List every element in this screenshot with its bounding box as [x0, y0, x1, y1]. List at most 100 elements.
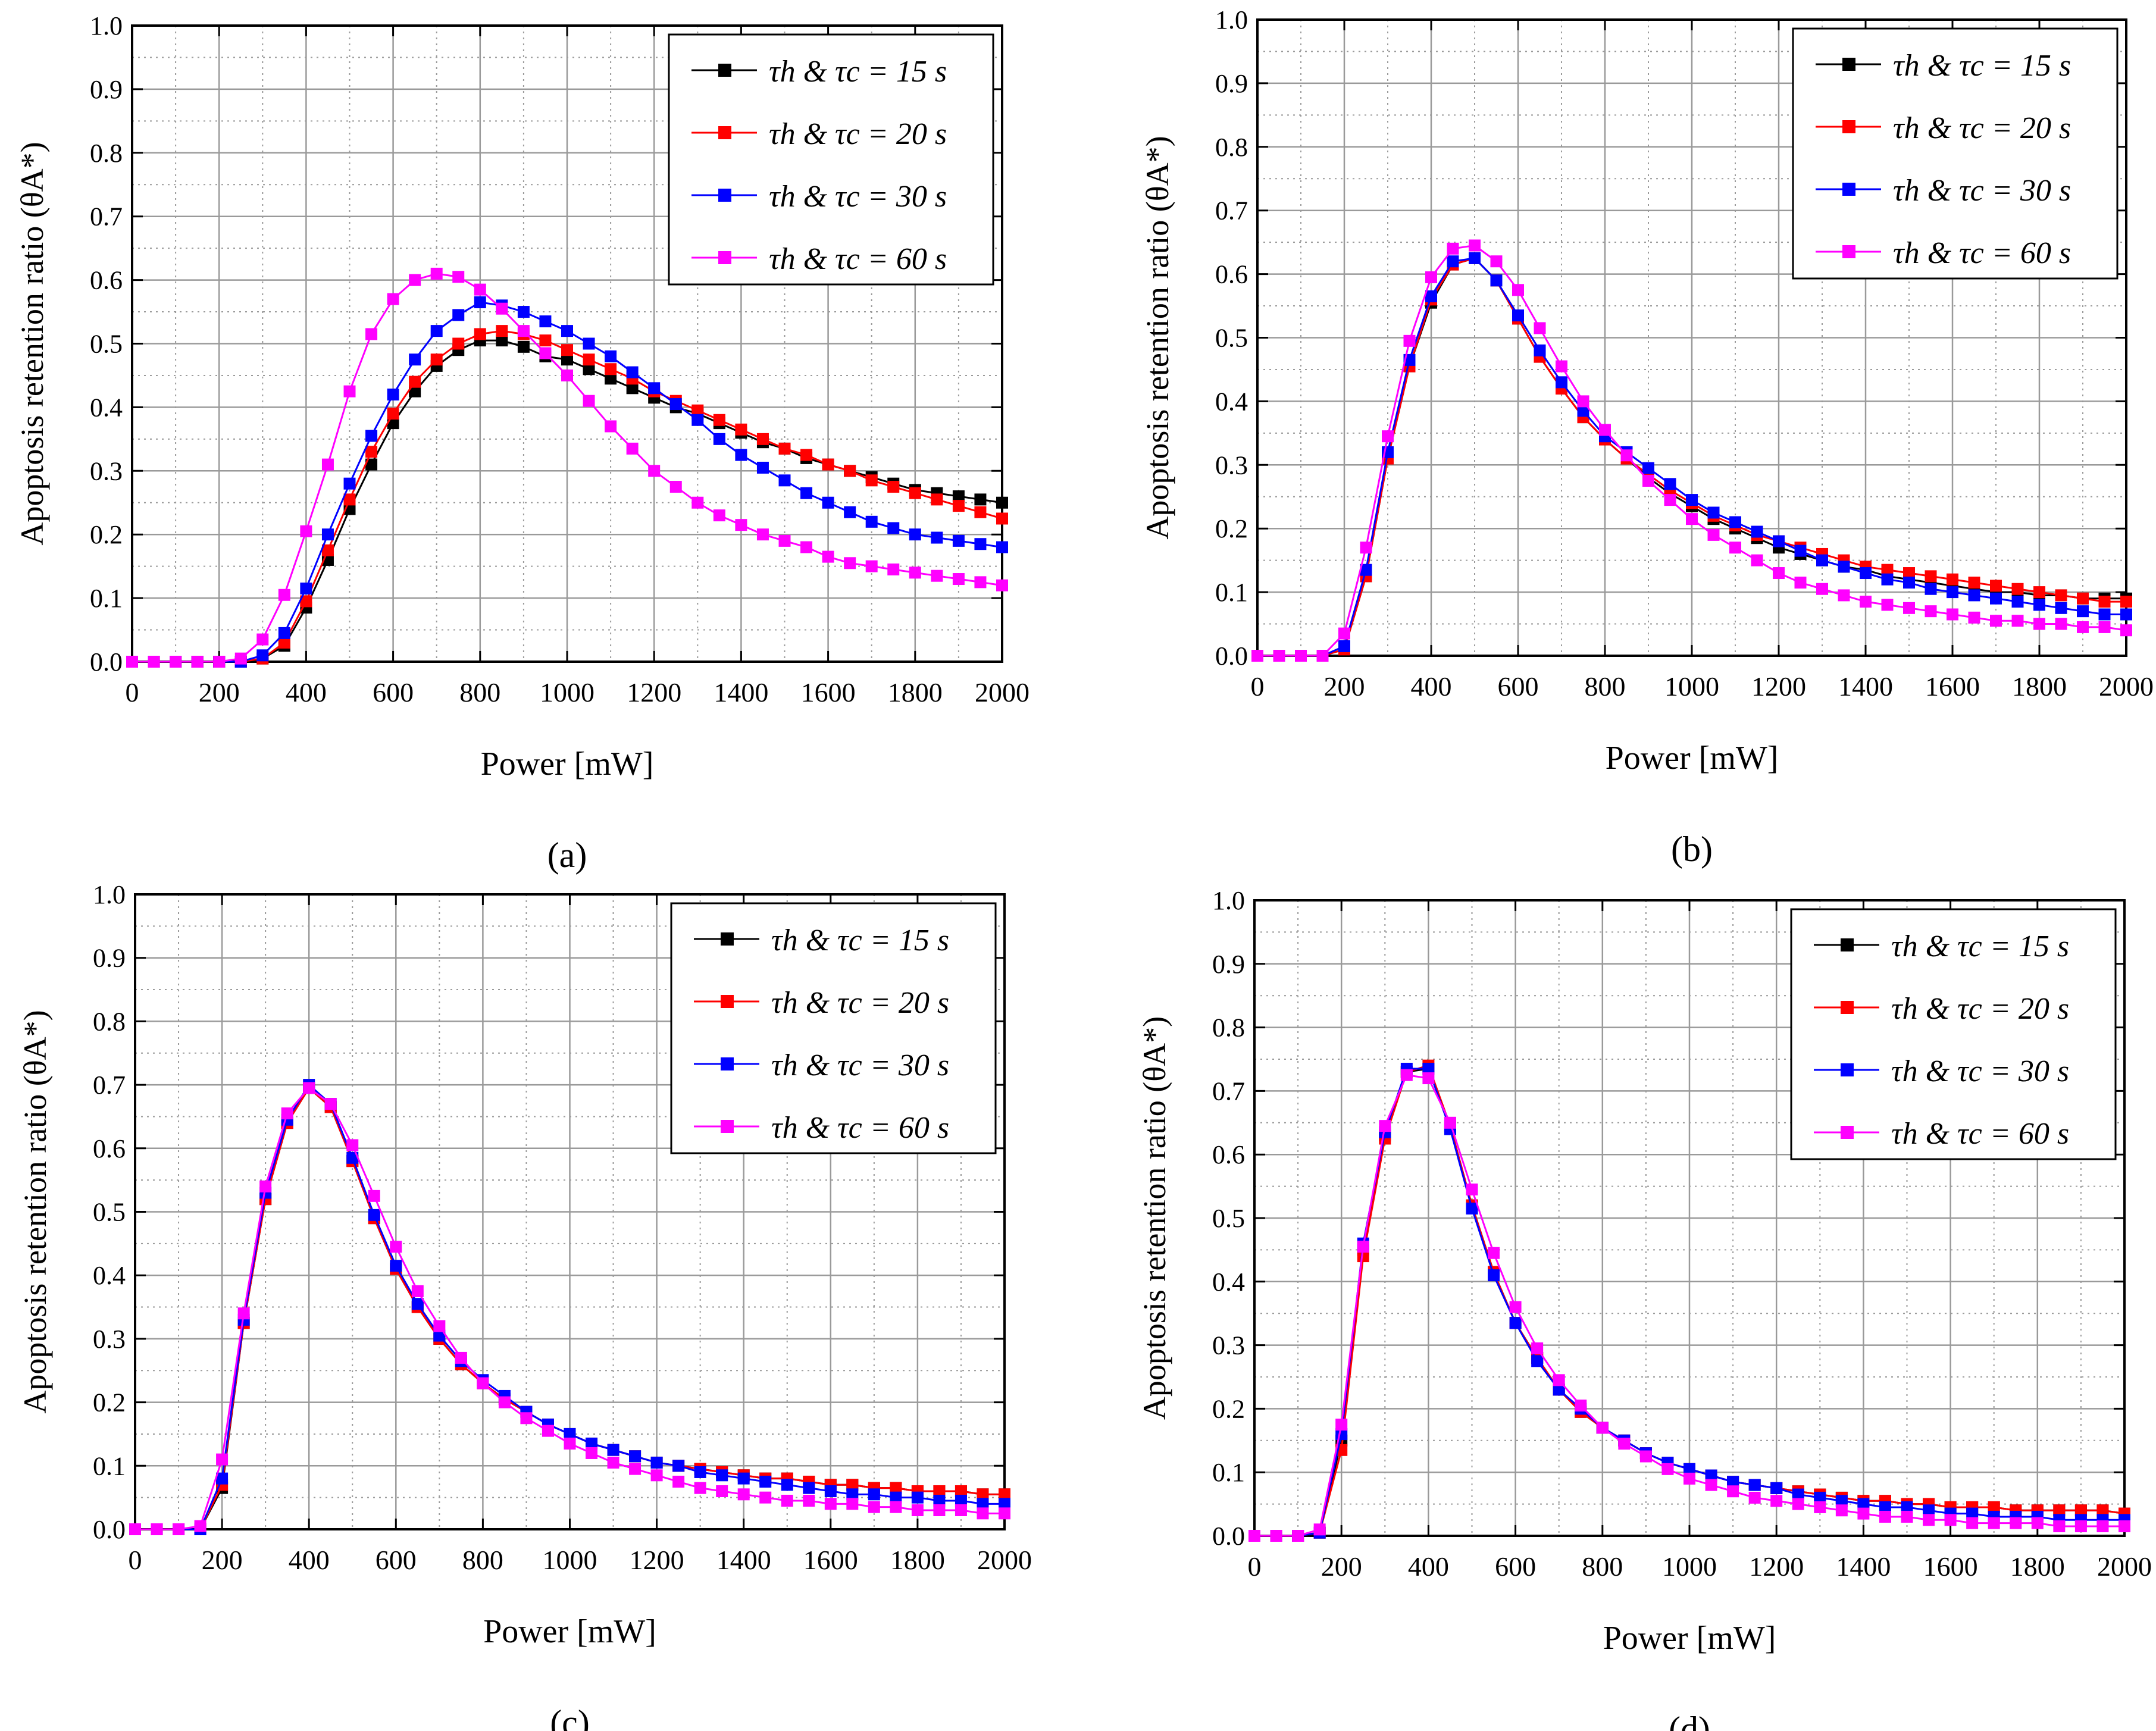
y-tick-label: 0.5 [90, 330, 123, 359]
data-point-30s [648, 382, 661, 395]
data-point-30s [1901, 1501, 1913, 1513]
data-point-60s [800, 541, 813, 553]
data-point-20s [1968, 577, 1980, 589]
data-point-60s [234, 652, 247, 665]
data-point-60s [1705, 1479, 1717, 1491]
data-point-30s [868, 1488, 880, 1501]
data-point-60s [1773, 567, 1785, 580]
data-point-20s [278, 636, 290, 649]
data-point-20s [387, 408, 399, 420]
data-point-60s [2096, 1520, 2109, 1532]
x-tick-label: 400 [286, 677, 327, 708]
data-point-60s [1338, 627, 1350, 640]
panel-label: (c) [550, 1703, 590, 1731]
y-tick-label: 0.3 [90, 456, 123, 486]
legend-marker [721, 1120, 734, 1133]
x-tick-label: 1200 [1751, 671, 1806, 702]
data-point-60s [455, 1351, 467, 1364]
y-tick-label: 0.4 [90, 393, 123, 422]
data-point-60s [1925, 605, 1937, 618]
data-point-30s [1664, 478, 1676, 490]
data-point-20s [691, 404, 704, 417]
y-tick-label: 1.0 [93, 880, 126, 909]
data-point-30s [911, 1491, 924, 1504]
legend-marker [1842, 120, 1855, 133]
data-point-15s [496, 334, 508, 347]
y-tick-label: 0.8 [90, 139, 123, 168]
chart-panel-b: 0 200 400 600 800 1000 1200 1400 1600 1800 2000 0.0… [1140, 5, 2154, 869]
x-tick-label: 1400 [1838, 671, 1893, 702]
data-point-30s [1860, 567, 1872, 580]
legend-label: τh & τc = 15 s [769, 55, 947, 89]
data-point-60s [477, 1377, 489, 1389]
data-point-60s [648, 465, 661, 477]
data-point-30s [1814, 1491, 1826, 1504]
data-point-30s [452, 309, 465, 321]
data-point-60s [605, 420, 617, 433]
data-point-30s [933, 1494, 946, 1507]
data-point-60s [1577, 395, 1589, 408]
data-point-60s [1620, 449, 1633, 462]
data-point-60s [1944, 1514, 1957, 1526]
data-point-30s [1534, 344, 1546, 356]
data-point-20s [2098, 596, 2111, 608]
y-tick-label: 0.1 [1212, 1458, 1245, 1487]
data-point-30s [321, 528, 334, 541]
legend-marker [721, 1057, 734, 1070]
legend-label: τh & τc = 20 s [1893, 111, 2071, 145]
y-tick-label: 0.0 [90, 647, 123, 677]
data-point-60s [1490, 255, 1503, 268]
data-point-30s [1794, 544, 1807, 557]
data-point-30s [778, 474, 791, 487]
x-tick-label: 1600 [803, 1545, 858, 1575]
data-point-60s [343, 385, 356, 397]
data-point-60s [191, 656, 204, 668]
data-point-60s [583, 395, 595, 407]
x-tick-label: 600 [375, 1545, 417, 1575]
data-point-60s [433, 1320, 446, 1332]
legend-label: τh & τc = 30 s [769, 180, 947, 214]
data-point-60s [303, 1082, 315, 1094]
data-point-20s [2053, 1504, 2066, 1517]
y-tick-label: 0.7 [90, 202, 123, 231]
data-point-60s [931, 569, 943, 582]
data-point-30s [564, 1428, 576, 1440]
x-tick-label: 2000 [975, 677, 1030, 708]
data-point-60s [1313, 1523, 1326, 1536]
y-tick-label: 0.1 [1215, 578, 1248, 607]
data-point-60s [1248, 1530, 1260, 1542]
data-point-20s [2074, 1504, 2087, 1517]
data-point-30s [1360, 564, 1372, 576]
data-point-30s [629, 1450, 642, 1463]
data-point-30s [756, 461, 769, 474]
legend-marker [721, 995, 734, 1008]
data-point-20s [1990, 580, 2002, 592]
data-point-30s [409, 353, 421, 366]
data-point-30s [974, 538, 987, 550]
data-point-60s [129, 1523, 141, 1535]
data-point-20s [844, 465, 856, 477]
data-point-30s [1990, 592, 2002, 605]
data-point-30s [759, 1475, 772, 1488]
data-point-60s [1512, 284, 1524, 296]
data-point-30s [824, 1485, 837, 1497]
data-point-60s [1316, 650, 1329, 662]
data-point-30s [887, 522, 900, 534]
data-point-30s [931, 531, 943, 544]
data-point-60s [300, 525, 312, 537]
data-point-20s [583, 353, 595, 366]
data-point-60s [586, 1447, 598, 1459]
data-point-60s [824, 1498, 837, 1510]
data-point-60s [1599, 424, 1611, 436]
data-point-20s [800, 449, 813, 461]
legend-marker [1841, 938, 1854, 951]
data-point-20s [887, 481, 900, 493]
legend-label: τh & τc = 60 s [1891, 1117, 2069, 1151]
legend-label: τh & τc = 20 s [769, 117, 947, 151]
data-point-60s [1879, 1510, 1891, 1523]
data-point-60s [1814, 1501, 1826, 1513]
data-point-60s [759, 1491, 772, 1504]
data-point-60s [2098, 621, 2111, 633]
data-point-60s [737, 1488, 750, 1501]
data-point-60s [1422, 1072, 1435, 1085]
